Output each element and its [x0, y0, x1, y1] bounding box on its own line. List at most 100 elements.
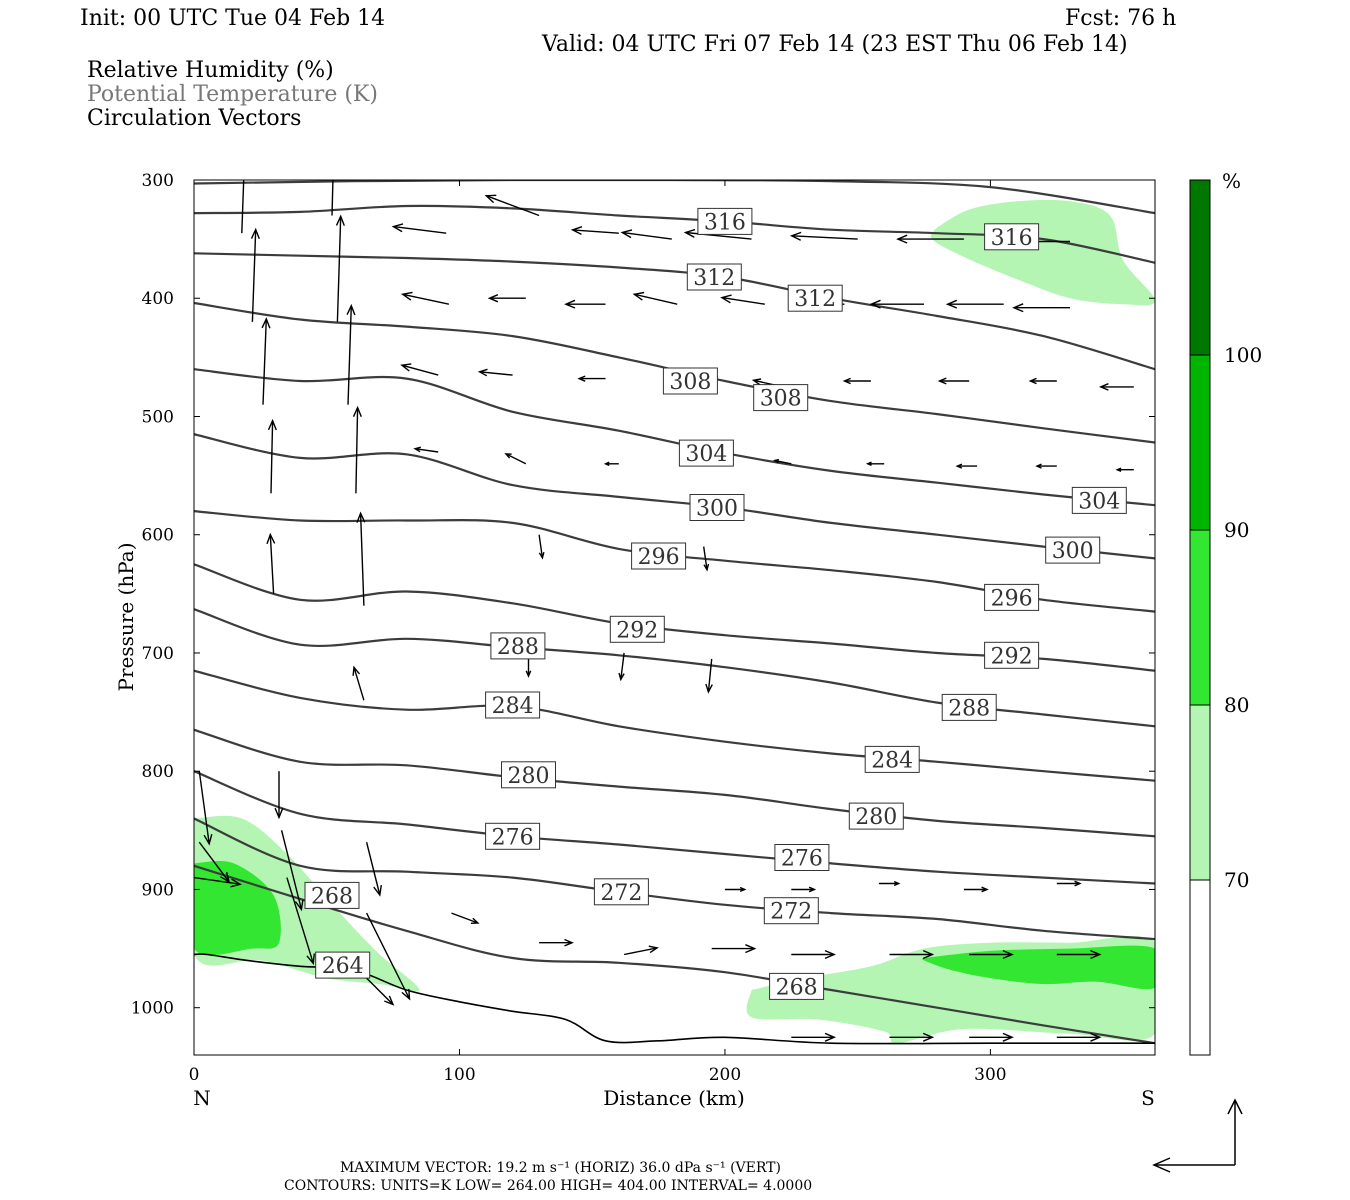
contour-label-text: 292 [991, 644, 1033, 669]
circulation-vector [198, 771, 213, 846]
rh-shading [194, 199, 1155, 1044]
vector-head [955, 463, 963, 469]
vector-shaft [703, 546, 708, 570]
vector-head [922, 1032, 935, 1042]
colorbar-segment [1189, 179, 1211, 356]
rh-region-2 [930, 199, 1155, 306]
vector-shaft [538, 534, 544, 558]
isentrope-312 [194, 252, 1155, 371]
vector-shaft [198, 771, 210, 844]
contour-info-note: CONTOURS: UNITS=K LOW= 264.00 HIGH= 404.… [284, 1178, 812, 1194]
circulation-vector [865, 461, 885, 467]
circulation-vector [869, 299, 924, 309]
vector-shaft [393, 225, 447, 234]
terrain-profile [194, 953, 1155, 1045]
colorbar-level-label: 70 [1224, 868, 1249, 892]
contour-label-box [631, 542, 687, 570]
vector-head [267, 418, 277, 431]
contour-label: 312 [787, 284, 843, 312]
isentrope-320 [194, 180, 1155, 215]
contour-label-text: 300 [1052, 539, 1094, 564]
vector-head [413, 446, 421, 453]
vector-shaft [270, 420, 274, 494]
vector-head [564, 299, 576, 309]
contour-label: 296 [631, 542, 687, 570]
vector-shaft [355, 407, 359, 494]
contour-label-text: 304 [685, 442, 727, 467]
vector-head [250, 227, 260, 240]
circulation-vector [365, 842, 382, 897]
vector-head [306, 953, 315, 966]
vector-head [773, 458, 780, 464]
contour-label-box [686, 263, 742, 291]
isentrope-268 [194, 864, 1155, 1045]
circulation-vector [1056, 949, 1102, 960]
circulation-vector [487, 294, 526, 303]
rh-region-1 [194, 861, 281, 956]
vector-shaft [365, 842, 381, 896]
contour-label-text: 280 [508, 764, 550, 789]
contour-label: 308 [753, 384, 809, 412]
legend-relative-humidity: Relative Humidity (%) [87, 58, 334, 83]
contour-label: 296 [984, 583, 1040, 611]
x-tick-label: 300 [974, 1065, 1006, 1085]
contour-label: 300 [1045, 536, 1101, 564]
circulation-vector [1028, 377, 1057, 385]
circulation-vector [791, 886, 817, 893]
circulation-vector [878, 880, 901, 887]
vector-shaft [366, 977, 394, 1005]
rh-region-4 [922, 945, 1155, 990]
vector-head [981, 886, 989, 893]
contour-label: 280 [848, 802, 904, 830]
contour-label: 272 [593, 878, 649, 906]
colorbar-level-label: 90 [1224, 518, 1249, 542]
plot-area: 316 316 312 312 308 308 304 304 300 300 296 296 292 2… [193, 141, 1156, 1056]
contour-label-box [864, 745, 920, 773]
vector-head [352, 665, 361, 676]
contour-label: 280 [501, 761, 556, 789]
circulation-vector [955, 463, 978, 469]
circulation-vector [683, 228, 752, 240]
contour-label: 264 [315, 951, 371, 979]
vector-shaft [479, 371, 513, 376]
circulation-vector [280, 830, 304, 912]
contour-label-text: 316 [704, 210, 746, 235]
vector-shaft [198, 841, 230, 883]
contour-label-box [1071, 486, 1127, 514]
vector-shaft [331, 180, 334, 216]
circulation-vector [198, 841, 231, 884]
vector-head [373, 884, 382, 897]
vector-head [477, 368, 488, 377]
colorbar-level-label: 100 [1224, 343, 1262, 367]
vector-head [1090, 949, 1102, 960]
circulation-vector [451, 912, 480, 924]
contour-label-box [501, 761, 556, 789]
vector-head [220, 871, 231, 884]
circulation-vector [623, 945, 659, 956]
vector-head [1028, 377, 1037, 385]
circulation-vector [365, 912, 411, 1001]
vector-head [346, 303, 356, 316]
vector-head [241, 141, 249, 150]
contour-label: 304 [1071, 486, 1127, 514]
contour-label-box [769, 972, 825, 1000]
circulation-vector [632, 291, 678, 305]
contour-label-box [984, 583, 1040, 611]
vector-shaft [634, 293, 678, 305]
vector-head [487, 294, 499, 303]
circulation-vector [1012, 303, 1070, 313]
contour-label-text: 316 [991, 226, 1033, 251]
circulation-vector [773, 458, 792, 465]
isentrope-276 [194, 770, 1155, 885]
north-label: N [193, 1086, 211, 1110]
vector-shaft [486, 195, 540, 217]
x-tick-label: 100 [443, 1065, 475, 1085]
circulation-vector [789, 231, 858, 241]
vector-shaft [336, 216, 342, 322]
y-tick-label: 1000 [131, 999, 174, 1019]
contour-label: 268 [304, 881, 360, 909]
circulation-vector [1056, 1032, 1102, 1042]
contour-label-text: 296 [638, 545, 680, 570]
vector-head [1012, 303, 1024, 313]
